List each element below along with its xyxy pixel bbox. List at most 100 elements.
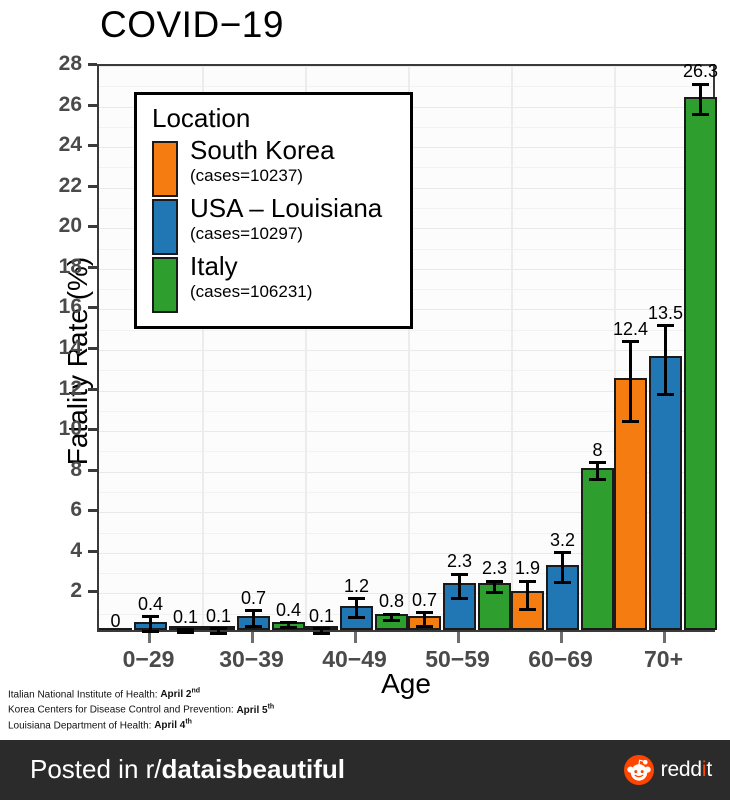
error-bar-cap — [451, 597, 468, 600]
source-date: April 5th — [236, 703, 275, 716]
bar-value-label: 0.1 — [172, 606, 199, 627]
y-tick-mark — [88, 306, 97, 310]
bar — [99, 628, 132, 630]
y-tick-mark — [88, 144, 97, 148]
x-tick-label: 0−29 — [122, 646, 175, 672]
bar-value-label: 26.3 — [682, 61, 719, 82]
x-axis-label: Age — [381, 668, 431, 699]
error-bar — [390, 614, 393, 621]
error-bar — [149, 616, 152, 632]
legend-case-count: (cases=106231) — [190, 282, 313, 301]
x-tick-mark — [559, 632, 563, 643]
source-org: Italian National Institute of Health: — [8, 689, 161, 701]
legend: Location South Korea (cases=10237) USA – L… — [134, 92, 413, 329]
error-bar — [184, 629, 187, 633]
gridline-minor — [99, 492, 713, 493]
y-tick-mark — [88, 225, 97, 229]
panel-separators — [99, 66, 713, 630]
error-bar-cap — [692, 82, 709, 86]
error-bar-cap — [142, 630, 159, 634]
error-bar-cap — [348, 597, 365, 600]
x-tick-mark — [456, 632, 460, 643]
error-bar — [699, 84, 702, 115]
source-line: Korea Centers for Disease Control and Pr… — [8, 701, 274, 716]
error-bar-cap — [383, 612, 400, 616]
y-tick-mark — [88, 468, 97, 472]
x-tick-label: 30−39 — [219, 646, 284, 672]
error-bar — [287, 622, 290, 628]
panel-separator — [511, 66, 513, 630]
y-tick-mark — [88, 428, 97, 432]
y-tick-mark — [88, 590, 97, 594]
bar-value-label: 0 — [110, 611, 121, 631]
y-tick-label: 16 — [58, 295, 82, 319]
y-tick-mark — [88, 103, 97, 107]
source-notes: Italian National Institute of Health: Ap… — [8, 686, 274, 732]
bar-value-label: 0.4 — [275, 599, 302, 620]
error-bar-cap — [519, 608, 536, 612]
x-tick-label: 50−59 — [425, 646, 490, 672]
bar-value-label: 0.7 — [240, 587, 267, 608]
error-bar-cap — [589, 461, 606, 465]
error-bar — [423, 612, 426, 627]
error-bar-cap — [622, 340, 639, 344]
y-tick-mark — [88, 184, 97, 188]
error-bar — [561, 552, 564, 583]
error-bar — [493, 581, 496, 593]
gridline-major — [99, 552, 713, 554]
bar-value-label: 0.4 — [137, 593, 164, 614]
source-date: April 4th — [154, 718, 192, 731]
y-tick-label: 2 — [70, 579, 82, 603]
y-tick-label: 12 — [58, 376, 82, 400]
error-bar — [526, 581, 529, 610]
error-bar-cap — [383, 619, 400, 623]
error-bar-cap — [416, 611, 433, 615]
panel-separator — [408, 66, 410, 630]
source-line: Italian National Institute of Health: Ap… — [8, 686, 274, 701]
error-bar-cap — [657, 393, 674, 397]
y-tick-label: 8 — [70, 457, 82, 481]
source-date-ordinal: th — [185, 718, 192, 726]
y-tick-mark — [88, 387, 97, 391]
error-bar-cap — [589, 478, 606, 482]
bar-value-label: 12.4 — [612, 318, 649, 339]
legend-color-swatch — [152, 257, 178, 313]
bar-value-label: 0.1 — [205, 605, 232, 626]
reddit-alien-icon — [623, 755, 654, 785]
y-tick-label: 14 — [58, 336, 82, 359]
reddit-footer: Posted in r/dataisbeautiful reddit — [0, 740, 730, 800]
source-org: Louisiana Department of Health: — [8, 719, 155, 731]
bar-value-label: 8 — [592, 439, 603, 460]
error-bar — [355, 598, 358, 618]
reddit-logo[interactable]: reddit — [623, 755, 712, 785]
bar-value-label: 1.9 — [514, 558, 541, 579]
source-date-ordinal: nd — [191, 688, 200, 695]
source-date-ordinal: th — [267, 703, 275, 711]
x-tick-mark — [250, 632, 254, 643]
error-bar-cap — [245, 625, 262, 629]
error-bar-cap — [313, 627, 330, 631]
bar-value-label: 0.8 — [378, 591, 405, 612]
y-tick-label: 6 — [70, 498, 82, 522]
error-bar-cap — [486, 590, 503, 594]
error-bar — [217, 628, 220, 634]
y-tick-mark — [88, 265, 97, 269]
y-tick-label: 4 — [70, 538, 82, 562]
y-tick-label: 22 — [58, 173, 82, 197]
footer-prefix: Posted in r/ — [30, 754, 162, 784]
legend-series-name: Italy — [190, 251, 238, 281]
y-tick-label: 20 — [58, 214, 82, 238]
error-bar-cap — [280, 621, 297, 625]
page-title: COVID−19 — [100, 4, 284, 45]
gridline-minor — [99, 532, 713, 534]
legend-color-swatch — [152, 199, 178, 255]
gridline-minor — [99, 573, 713, 575]
error-bar-cap — [177, 628, 194, 632]
bar-value-label: 2.3 — [481, 558, 508, 579]
error-bar-cap — [142, 615, 159, 619]
error-bar-cap — [177, 631, 194, 635]
chart-figure: COVID−19 Fatality Rate (%) Age 2 4 6 8 10 12 1… — [8, 4, 719, 732]
legend-case-count: (cases=10237) — [190, 166, 303, 185]
y-tick-label: 28 — [58, 52, 82, 75]
gridline-minor — [99, 451, 713, 453]
